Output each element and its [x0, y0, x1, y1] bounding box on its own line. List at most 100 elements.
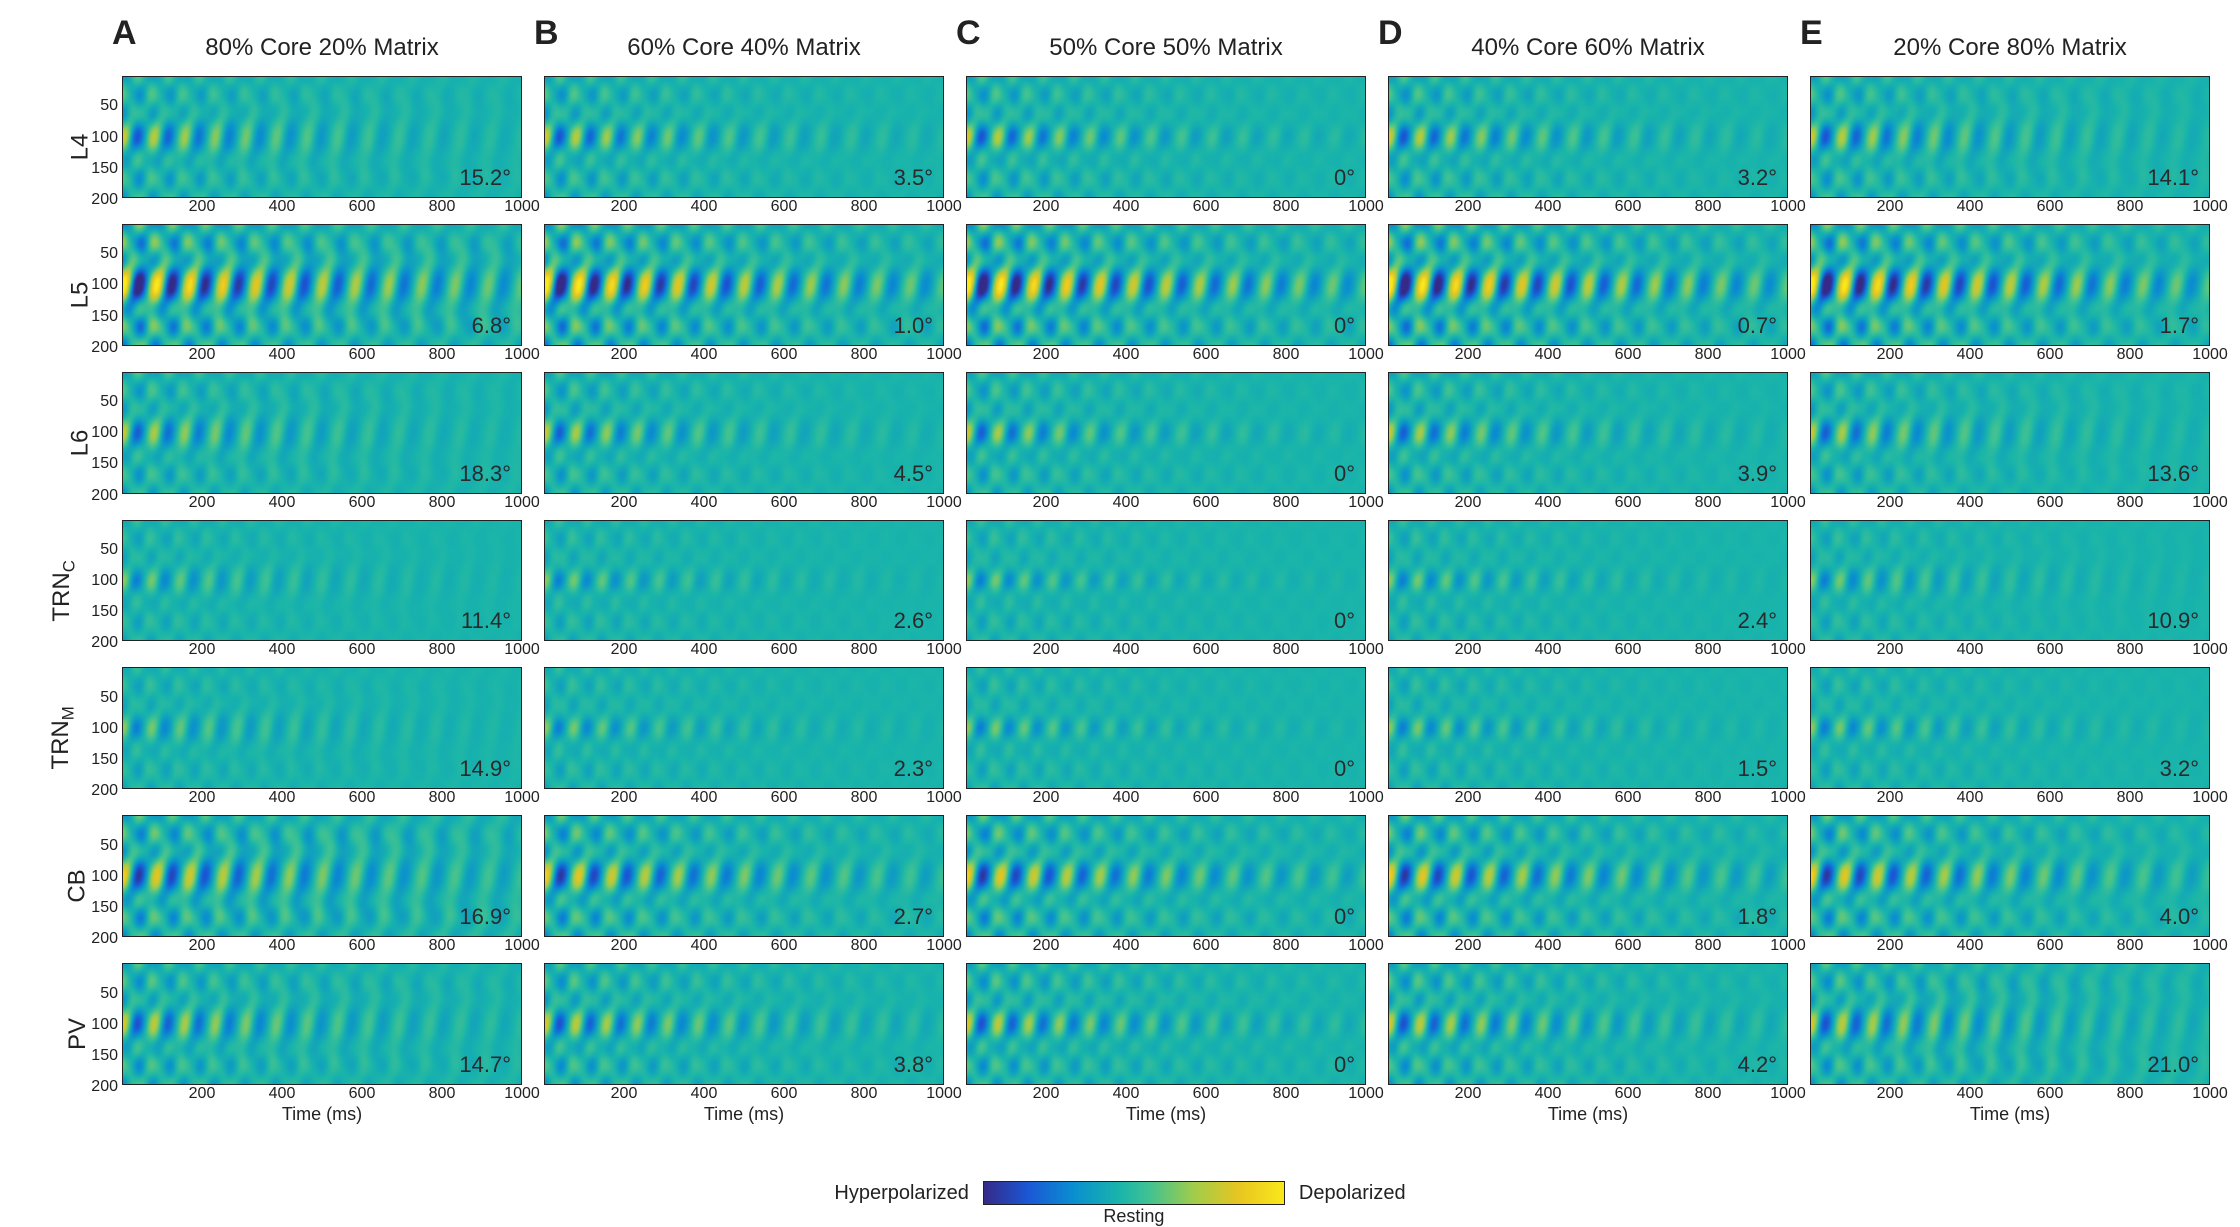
heatmap: 0° [966, 76, 1366, 198]
heatmap: 18.3° [122, 372, 522, 494]
column-header: C50% Core 50% Matrix [966, 20, 1366, 70]
x-ticks: 2004006008001000 [1388, 789, 1788, 809]
x-axis-label: Time (ms) [1810, 1104, 2210, 1125]
heatmap: 4.2° [1388, 963, 1788, 1085]
heatmap: 21.0° [1810, 963, 2210, 1085]
heatmap-cell: 2.7°2004006008001000 [544, 815, 944, 957]
heatmap-cell: 14.1°2004006008001000 [1810, 76, 2210, 218]
panel-grid: A80% Core 20% Matrix B60% Core 40% Matrix… [30, 20, 2210, 1105]
angle-annotation: 1.7° [2160, 313, 2199, 339]
x-ticks: 2004006008001000 [122, 937, 522, 957]
angle-annotation: 2.7° [894, 904, 933, 930]
heatmap: 4.0° [1810, 815, 2210, 937]
heatmap-cell: 3.5°2004006008001000 [544, 76, 944, 218]
angle-annotation: 0° [1334, 904, 1355, 930]
row-label: CB [30, 815, 100, 957]
heatmap-cell: 5010015020014.9°2004006008001000 [122, 667, 522, 809]
x-axis-label: Time (ms) [544, 1104, 944, 1125]
x-ticks: 2004006008001000Time (ms) [966, 1085, 1366, 1105]
angle-annotation: 2.3° [894, 756, 933, 782]
heatmap: 0° [966, 520, 1366, 642]
x-ticks: 2004006008001000 [544, 494, 944, 514]
x-ticks: 2004006008001000 [1388, 198, 1788, 218]
heatmap: 2.3° [544, 667, 944, 789]
angle-annotation: 16.9° [459, 904, 511, 930]
heatmap-cell: 10.9°2004006008001000 [1810, 520, 2210, 662]
x-ticks: 2004006008001000Time (ms) [544, 1085, 944, 1105]
heatmap: 0° [966, 667, 1366, 789]
angle-annotation: 3.9° [1738, 461, 1777, 487]
colorbar-right-label: Depolarized [1299, 1182, 1406, 1205]
heatmap-cell: 4.0°2004006008001000 [1810, 815, 2210, 957]
x-ticks: 2004006008001000 [1810, 346, 2210, 366]
x-ticks: 2004006008001000 [122, 789, 522, 809]
x-ticks: 2004006008001000 [1810, 198, 2210, 218]
heatmap-cell: 2.6°2004006008001000 [544, 520, 944, 662]
x-ticks: 2004006008001000 [1388, 346, 1788, 366]
heatmap-cell: 0°2004006008001000 [966, 520, 1366, 662]
heatmap-cell: 0°2004006008001000 [966, 372, 1366, 514]
colorbar-center-label: Resting [984, 1206, 1284, 1227]
angle-annotation: 0° [1334, 461, 1355, 487]
angle-annotation: 4.2° [1738, 1052, 1777, 1078]
x-ticks: 2004006008001000Time (ms) [1810, 1085, 2210, 1105]
row-label: L6 [30, 372, 100, 514]
column-header: E20% Core 80% Matrix [1810, 20, 2210, 70]
heatmap-cell: 3.2° 2004006008001000 [1388, 76, 1788, 218]
row-label: L4 [30, 76, 100, 218]
heatmap: 13.6° [1810, 372, 2210, 494]
heatmap: 3.8° [544, 963, 944, 1085]
heatmap-cell: 0° 2004006008001000 [966, 224, 1366, 366]
heatmap-cell: 4.2° 2004006008001000Time (ms) [1388, 963, 1788, 1105]
heatmap-cell: 0°2004006008001000 [966, 667, 1366, 809]
row-label: TRNM [30, 667, 100, 809]
x-ticks: 2004006008001000 [122, 494, 522, 514]
angle-annotation: 1.5° [1738, 756, 1777, 782]
angle-annotation: 0° [1334, 313, 1355, 339]
heatmap: 11.4° [122, 520, 522, 642]
colorbar-left-label: Hyperpolarized [834, 1182, 969, 1205]
heatmap-cell: 13.6°2004006008001000 [1810, 372, 2210, 514]
heatmap: 2.7° [544, 815, 944, 937]
row-label: L5 [30, 224, 100, 366]
heatmap: 2.6° [544, 520, 944, 642]
x-axis-label: Time (ms) [966, 1104, 1366, 1125]
heatmap: 15.2° [122, 76, 522, 198]
x-ticks: 2004006008001000 [966, 346, 1366, 366]
heatmap-cell: 0°2004006008001000 [966, 76, 1366, 218]
heatmap-cell: 3.9°2004006008001000 [1388, 372, 1788, 514]
angle-annotation: 14.9° [459, 756, 511, 782]
heatmap: 14.7° [122, 963, 522, 1085]
column-header: B60% Core 40% Matrix [544, 20, 944, 70]
angle-annotation: 3.8° [894, 1052, 933, 1078]
heatmap-cell: 21.0°2004006008001000Time (ms) [1810, 963, 2210, 1105]
angle-annotation: 3.2° [1738, 165, 1777, 191]
x-ticks: 2004006008001000Time (ms) [1388, 1085, 1788, 1105]
heatmap: 0° [966, 963, 1366, 1085]
x-ticks: 2004006008001000 [1388, 937, 1788, 957]
angle-annotation: 0° [1334, 1052, 1355, 1078]
heatmap-cell: 2.4°2004006008001000 [1388, 520, 1788, 662]
column-header: A80% Core 20% Matrix [122, 20, 522, 70]
heatmap-cell: 5010015020014.7°2004006008001000Time (ms… [122, 963, 522, 1105]
heatmap: 0° [966, 815, 1366, 937]
heatmap-cell: 3.8° 2004006008001000Time (ms) [544, 963, 944, 1105]
x-ticks: 2004006008001000 [1810, 937, 2210, 957]
heatmap: 3.2° [1810, 667, 2210, 789]
angle-annotation: 6.8° [472, 313, 511, 339]
heatmap: 0° [966, 372, 1366, 494]
angle-annotation: 1.8° [1738, 904, 1777, 930]
x-ticks: 2004006008001000 [966, 937, 1366, 957]
heatmap-cell: 1.0°2004006008001000 [544, 224, 944, 366]
heatmap-cell: 2.3°2004006008001000 [544, 667, 944, 809]
angle-annotation: 1.0° [894, 313, 933, 339]
heatmap: 1.5° [1388, 667, 1788, 789]
angle-annotation: 14.7° [459, 1052, 511, 1078]
heatmap-cell: 5010015020018.3°2004006008001000 [122, 372, 522, 514]
column-title: 60% Core 40% Matrix [544, 34, 944, 62]
colorbar: Resting [983, 1181, 1285, 1205]
row-label: TRNC [30, 520, 100, 662]
heatmap-cell: 1.8° 2004006008001000 [1388, 815, 1788, 957]
heatmap: 1.0° [544, 224, 944, 346]
angle-annotation: 2.4° [1738, 608, 1777, 634]
